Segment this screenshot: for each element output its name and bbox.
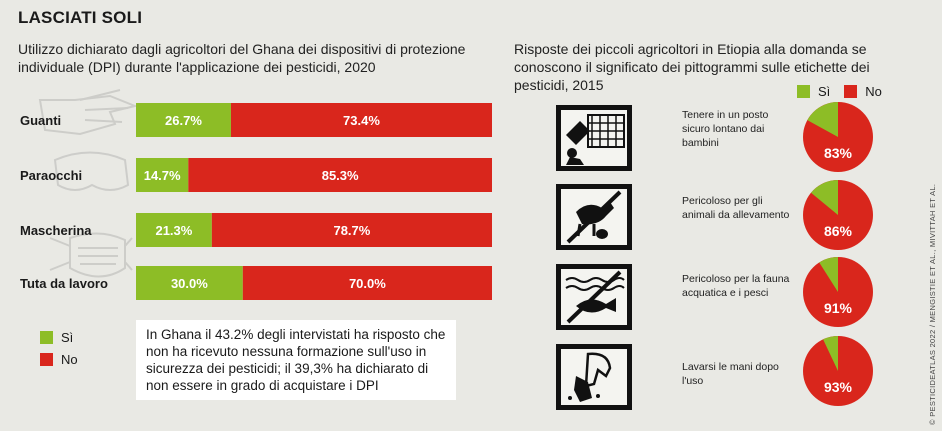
bar-no-value: 78.7% [333,223,370,238]
bar-category-label: Tuta da lavoro [20,276,108,291]
right-subtitle: Risposte dei piccoli agricoltori in Etio… [514,41,870,93]
bar-no-segment [211,213,492,247]
pictogram-label: Tenere in un posto sicuro lontano dai ba… [682,109,769,149]
bar-yes-value: 14.7% [144,168,181,183]
left-subtitle: Utilizzo dichiarato dagli agricoltori de… [18,41,466,75]
bar-no-segment [230,103,493,137]
ppe-bar-chart: Guanti 26.7% 73.4% Paraocchi 14.7% 85.3% Masch… [20,89,493,300]
legend-right-no-swatch [844,85,858,98]
legend-right-yes-label: Sì [818,84,831,99]
glove-icon [38,89,139,136]
bar-no-segment [188,158,492,192]
pie-no-value: 93% [824,379,853,395]
legend-no-label: No [61,351,78,367]
bar-yes-value: 26.7% [165,113,202,128]
bar-category-label: Guanti [20,113,61,128]
legend-no-swatch [40,352,53,366]
pie-yes-slice [823,336,838,371]
dangerous-to-fish-pictogram [556,264,632,330]
chart-title: LASCIATI SOLI [18,8,143,27]
legend-yes-swatch [40,330,53,344]
pictogram-label: Pericoloso per la fauna acquatica e i pe… [682,273,790,299]
pictogram-label: Lavarsi le mani dopo l'uso [682,361,779,387]
bar-yes-value: 30.0% [171,276,208,291]
pie-no-value: 86% [824,223,853,239]
bar-category-label: Paraocchi [20,168,82,183]
pie-yes-slice [811,180,838,215]
bar-yes-value: 21.3% [155,223,192,238]
credit-line: © PESTICIDEATLAS 2022 / MENGISTIE ET AL.… [928,183,937,425]
goggles-icon [53,151,130,191]
bar-no-value: 73.4% [343,113,380,128]
bar-no-value: 70.0% [349,276,386,291]
bar-no-value: 85.3% [322,168,359,183]
bar-yes-segment [136,266,243,300]
keep-away-from-children-pictogram [556,105,632,171]
ghana-note: In Ghana il 43.2% degli intervistati ha … [136,320,456,400]
pie-yes-slice [807,102,838,137]
legend-left: Sì No [40,328,78,372]
wash-hands-pictogram [556,344,632,410]
legend-right: Sì No [797,84,882,99]
pie-no-value: 91% [824,300,853,316]
pictogram-pie-charts: 83% 86% 91% 93% [803,102,873,406]
bar-yes-segment [136,103,231,137]
face-mask-icon [49,232,133,278]
pie-yes-slice [819,257,838,292]
bar-yes-segment [136,213,212,247]
legend-right-yes-swatch [797,85,810,98]
legend-yes-label: Sì [61,329,74,345]
bar-category-label: Mascherina [20,223,92,238]
pie-no-value: 83% [824,145,853,161]
bar-yes-segment [136,158,189,192]
legend-right-no-label: No [865,84,882,99]
bar-no-segment [242,266,492,300]
pictogram-label: Pericoloso per gli animali da allevament… [682,195,790,221]
dangerous-to-livestock-pictogram [556,184,632,250]
